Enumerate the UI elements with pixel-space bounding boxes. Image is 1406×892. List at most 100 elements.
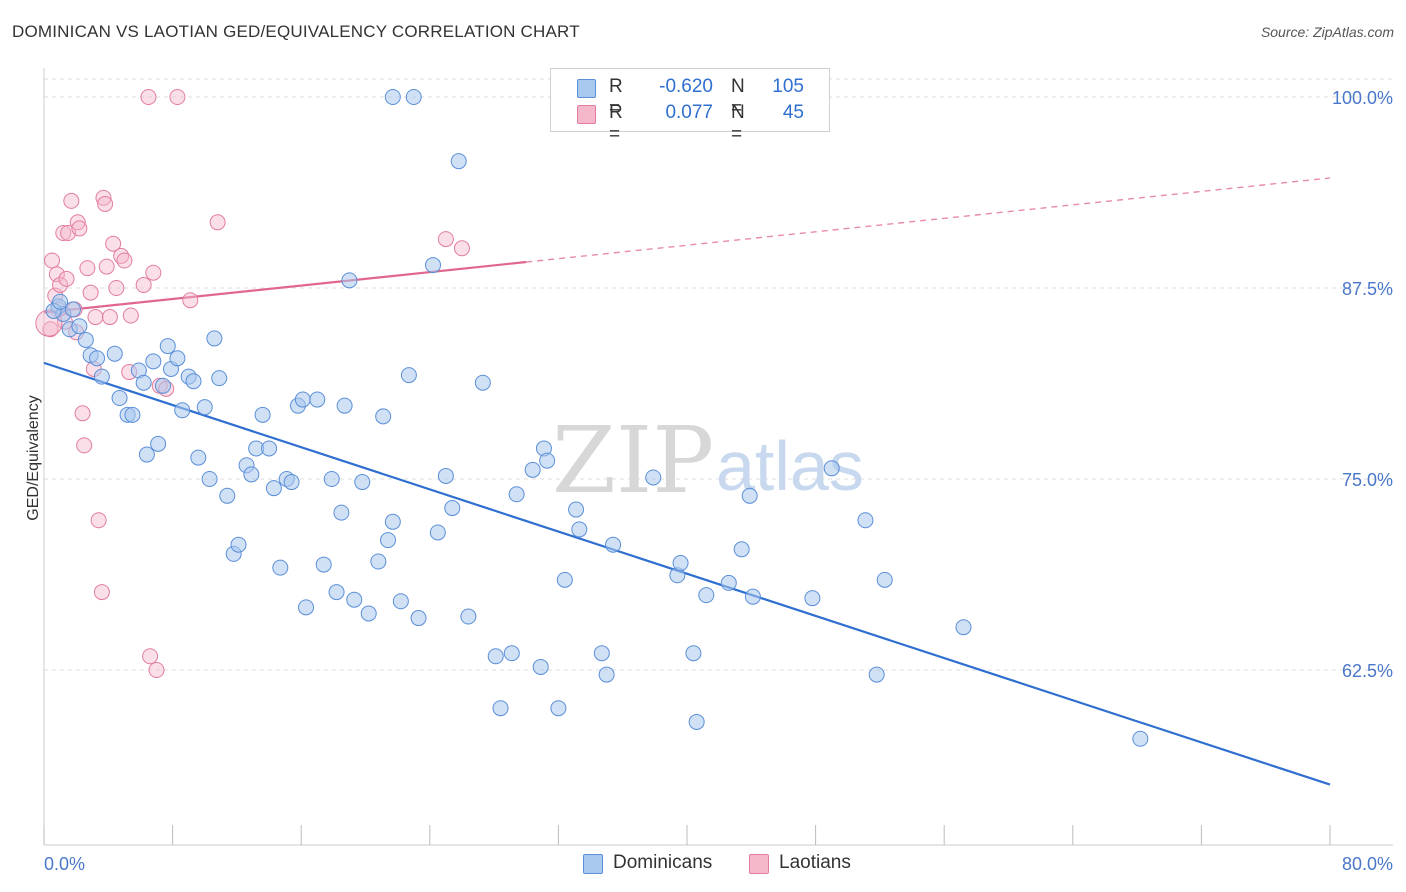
laotian-point <box>71 220 88 237</box>
laotians-trend-extension <box>526 177 1331 263</box>
laotian-point <box>69 214 86 231</box>
dominican-point <box>605 536 622 553</box>
dominican-point <box>211 370 228 387</box>
legend-swatch-dominicans <box>577 79 596 98</box>
y-axis-label: GED/Equivalency <box>25 395 42 520</box>
dominican-point <box>360 605 377 622</box>
dominican-point <box>261 440 278 457</box>
dominican-point <box>598 666 615 683</box>
dominican-point <box>283 474 300 491</box>
dominican-point <box>169 350 186 367</box>
dominican-point <box>823 460 840 477</box>
dominican-point <box>720 574 737 591</box>
dominican-point <box>568 501 585 518</box>
dominican-point <box>437 467 454 484</box>
dominican-point <box>868 666 885 683</box>
dominican-point <box>380 532 397 549</box>
legend-swatch-laotians <box>577 105 596 124</box>
laotian-point <box>95 189 112 206</box>
dominican-point <box>460 608 477 625</box>
laotian-point <box>108 280 125 296</box>
laotian-point <box>48 266 65 283</box>
laotian-point <box>101 309 118 326</box>
dominican-point <box>124 406 141 423</box>
legend-n-label: N = <box>731 76 745 119</box>
dominicans-points <box>45 89 1149 747</box>
dominican-point <box>328 584 345 601</box>
watermark: ZIP atlas <box>552 407 864 514</box>
legend-r-label: R = <box>609 76 623 119</box>
laotian-point <box>63 192 80 209</box>
laotian-point <box>44 252 61 269</box>
axes <box>43 68 1393 846</box>
dominican-point <box>159 338 176 355</box>
dominican-point <box>744 588 761 605</box>
dominican-point <box>857 512 874 529</box>
dominican-point <box>688 713 705 730</box>
dominican-point <box>384 513 401 530</box>
dominican-point <box>539 452 556 469</box>
laotian-point <box>98 258 115 275</box>
watermark-atlas: atlas <box>716 427 864 505</box>
dominican-point <box>206 330 223 347</box>
laotian-point <box>135 276 152 293</box>
dominican-point <box>323 471 340 487</box>
y-tick-label: 62.5% <box>1342 661 1393 681</box>
laotians-trend-line <box>43 260 527 314</box>
dominican-point <box>1132 730 1149 747</box>
y-tick-label: 87.5% <box>1342 279 1393 299</box>
dominican-point <box>336 397 353 414</box>
legend-n-value: 105 <box>772 76 804 97</box>
dominican-point <box>550 700 567 717</box>
dominican-point <box>190 449 207 466</box>
dominican-point <box>487 648 504 665</box>
dominican-point <box>201 471 218 487</box>
laotian-point <box>90 512 107 529</box>
dominican-point <box>52 293 69 310</box>
laotian-point <box>42 321 59 338</box>
laotian-point <box>122 307 139 324</box>
dominican-point <box>341 272 358 289</box>
x-tick-label: 80.0% <box>1342 854 1393 874</box>
legend-label-laotians: Laotians <box>779 852 851 873</box>
laotian-point <box>76 437 93 454</box>
dominican-point <box>410 610 427 627</box>
dominican-point <box>400 367 417 384</box>
dominican-point <box>354 474 371 491</box>
dominican-point <box>272 559 289 576</box>
laotian-point <box>182 292 199 309</box>
dominican-point <box>150 435 167 452</box>
dominican-point <box>804 590 821 607</box>
dominican-point <box>571 521 588 538</box>
dominican-point <box>135 374 152 391</box>
dominican-point <box>196 399 213 416</box>
dominican-point <box>672 555 689 572</box>
laotian-point <box>169 89 186 105</box>
legend-r-label: R = <box>609 102 623 145</box>
dominican-point <box>429 524 446 541</box>
dominican-point <box>254 406 271 423</box>
dominican-point <box>106 345 123 362</box>
legend-n-value: 45 <box>782 102 804 123</box>
laotian-point <box>93 584 110 601</box>
dominican-point <box>503 645 520 662</box>
legend-r-value: 0.077 <box>665 102 713 123</box>
dominican-point <box>741 487 758 504</box>
dominican-point <box>219 487 236 504</box>
dominican-point <box>174 402 191 419</box>
dominican-point <box>309 391 326 408</box>
legend-r-value: -0.620 <box>659 76 713 97</box>
dominican-point <box>474 374 491 391</box>
dominican-point <box>93 368 110 385</box>
correlation-legend: R = -0.620 N = 105 R = 0.077 N = 45 <box>550 68 830 145</box>
laotian-point <box>55 224 72 241</box>
laotian-point <box>453 240 470 257</box>
dominican-point <box>685 645 702 662</box>
watermark-zip: ZIP <box>552 407 714 514</box>
dominican-point <box>185 373 202 390</box>
y-tick-label: 100.0% <box>1332 88 1393 108</box>
dominican-point <box>733 541 750 558</box>
dominican-point <box>524 461 541 478</box>
grid-lines <box>44 78 1393 671</box>
